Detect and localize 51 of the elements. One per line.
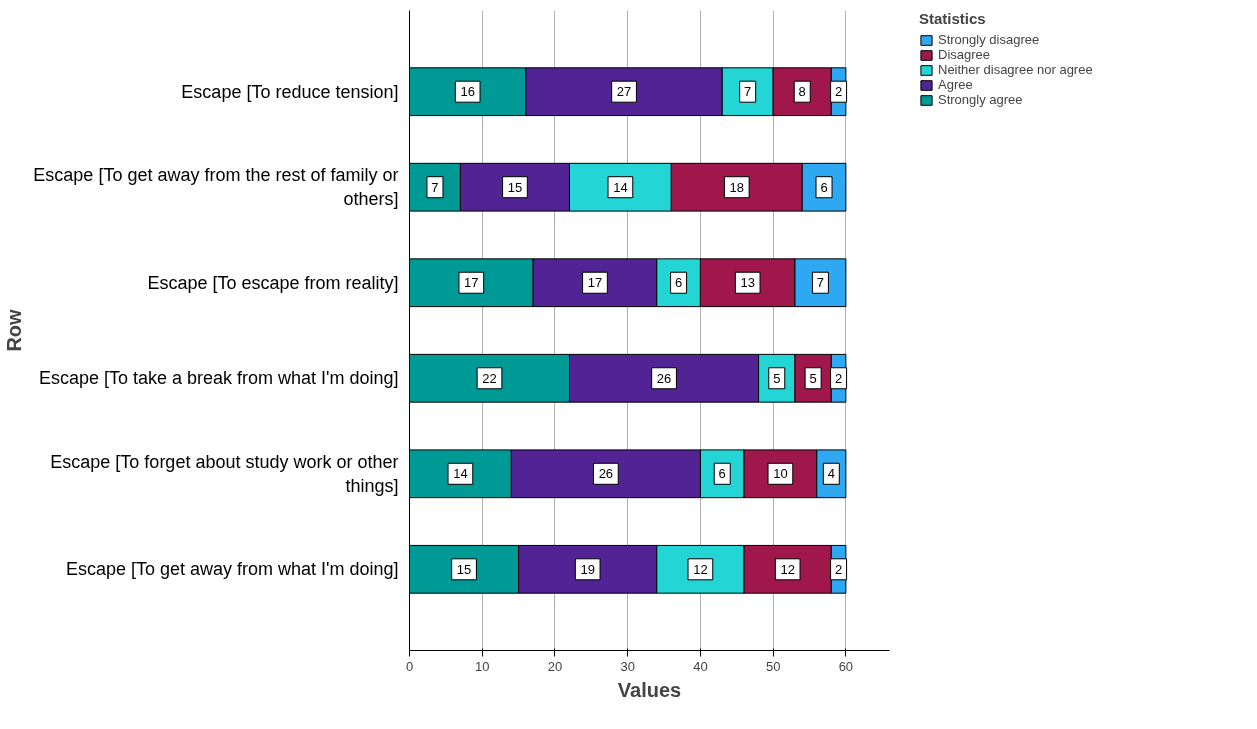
legend-title: Statistics	[919, 10, 987, 27]
x-axis-title: Values	[617, 678, 682, 701]
data-label: 7	[816, 275, 825, 291]
x-tick-label: 60	[838, 658, 854, 674]
x-tick-label: 0	[405, 658, 414, 674]
data-label: 15	[507, 179, 523, 195]
legend-label: Disagree	[938, 47, 991, 62]
data-label: 27	[616, 84, 632, 100]
data-label: 7	[431, 179, 439, 195]
y-tick-label: Escape [To escape from reality]	[147, 272, 399, 293]
legend-label: Strongly agree	[938, 92, 1023, 107]
data-label: 17	[464, 275, 479, 291]
legend-label: Strongly disagree	[938, 32, 1040, 47]
data-label: 16	[460, 84, 475, 100]
data-label: 2	[834, 84, 843, 100]
data-label: 5	[809, 370, 817, 386]
data-label: 17	[587, 275, 603, 291]
data-label: 26	[598, 466, 614, 482]
data-label: 2	[834, 561, 843, 577]
data-label: 5	[773, 370, 781, 386]
data-label: 15	[456, 561, 472, 577]
x-tick-label: 50	[765, 658, 781, 674]
x-tick-label: 10	[475, 658, 490, 674]
data-label: 7	[744, 84, 752, 100]
data-label: 22	[482, 370, 497, 386]
legend-label: Agree	[938, 77, 973, 92]
data-label: 19	[580, 561, 595, 577]
y-tick-label: Escape [To get away from what I'm doing]	[65, 559, 399, 580]
data-label: 14	[613, 179, 628, 195]
data-label: 10	[773, 466, 788, 482]
data-label: 6	[820, 179, 828, 195]
data-label: 18	[729, 179, 745, 195]
data-label: 12	[693, 561, 708, 577]
data-label: 8	[798, 84, 806, 100]
data-label: 13	[740, 275, 755, 291]
data-label: 2	[834, 370, 843, 386]
x-tick-label: 20	[547, 658, 563, 674]
data-label: 6	[674, 275, 683, 291]
y-tick-label: Escape [To take a break from what I'm doing]	[38, 368, 399, 389]
x-tick-label: 40	[693, 658, 708, 674]
y-tick-label: Escape [To forget about study work or other things]	[50, 451, 399, 496]
y-tick-label: Escape [To reduce tension]	[181, 81, 399, 102]
data-label: 4	[827, 466, 835, 482]
y-tick-label: Escape [To get away from the rest of family or others]	[33, 165, 399, 210]
x-tick-label: 30	[620, 658, 635, 674]
data-label: 12	[780, 561, 795, 577]
data-label: 14	[453, 466, 468, 482]
data-label: 6	[718, 466, 726, 482]
data-label: 26	[656, 370, 672, 386]
y-axis-title: Row	[3, 308, 26, 352]
legend-label: Neither disagree nor agree	[938, 62, 1093, 77]
